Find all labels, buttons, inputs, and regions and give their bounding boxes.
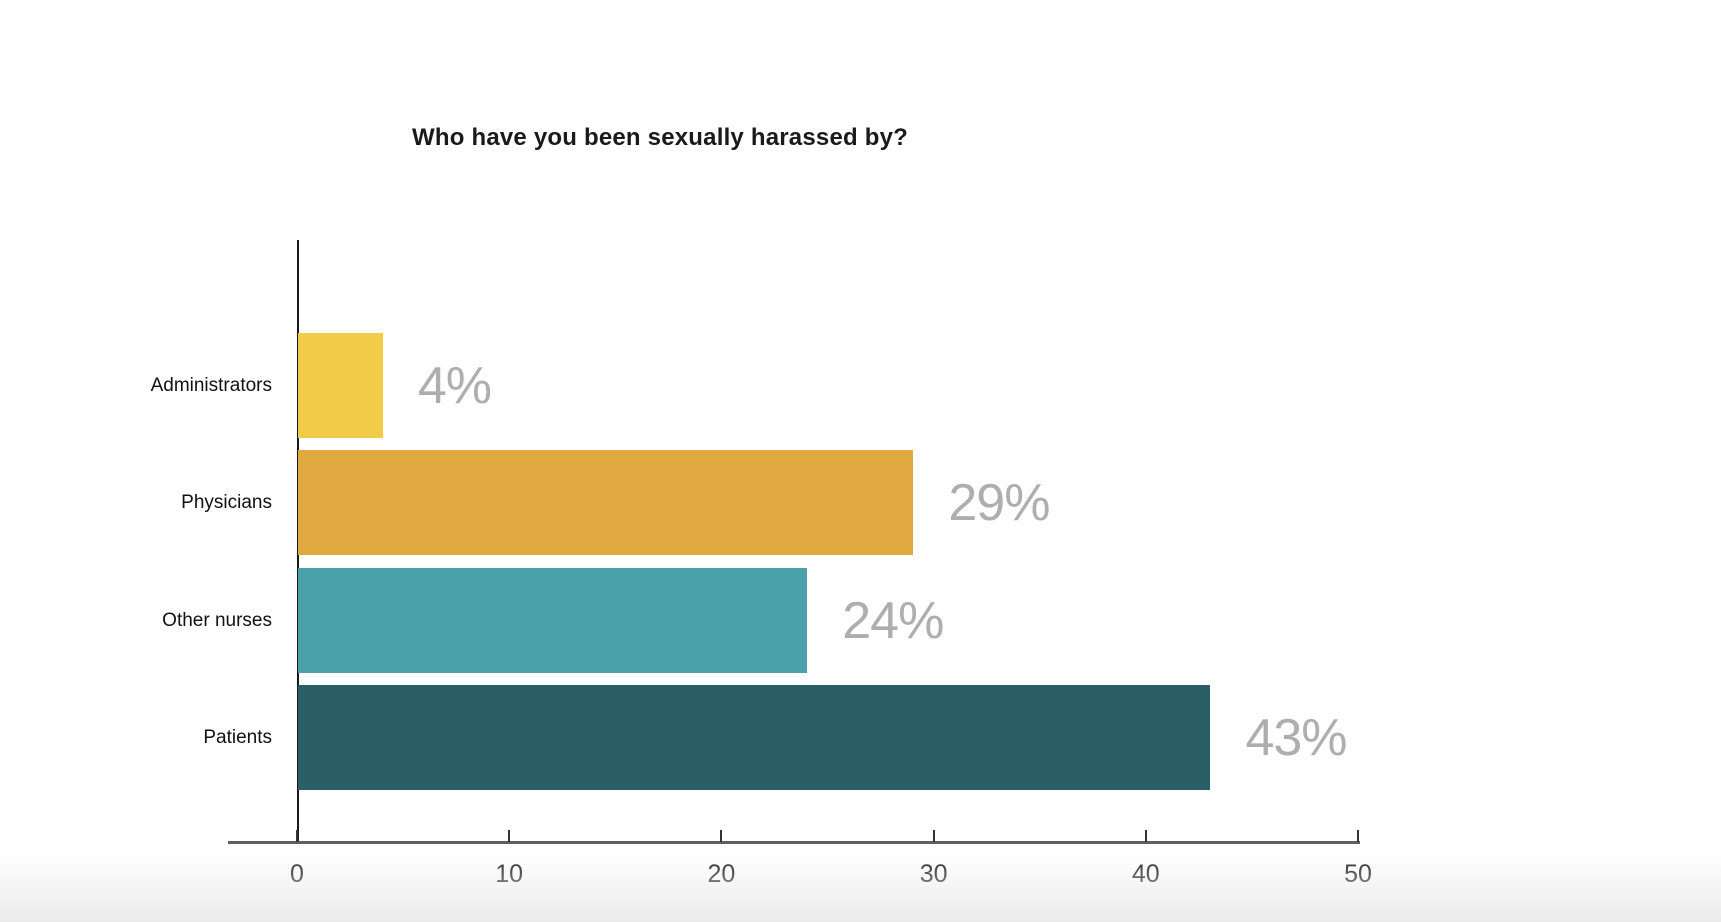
x-tick-label: 0	[290, 860, 304, 888]
bar-patients	[298, 685, 1211, 790]
bar-category-label: Physicians	[181, 491, 272, 513]
x-tick-label: 40	[1131, 860, 1160, 888]
x-axis-line	[228, 841, 1360, 844]
chart-title: Who have you been sexually harassed by?	[412, 124, 908, 151]
bar-category-label: Other nurses	[162, 609, 272, 631]
bar-administrators	[298, 333, 383, 438]
x-tick	[1144, 830, 1147, 842]
bar-value-label: 43%	[1245, 708, 1347, 767]
x-tick	[720, 830, 723, 842]
bar-physicians	[298, 450, 914, 555]
x-tick-label: 50	[1344, 860, 1372, 888]
x-tick-label: 30	[919, 860, 948, 888]
bar-value-label: 29%	[948, 473, 1050, 532]
x-tick	[1357, 830, 1359, 842]
x-tick	[508, 830, 511, 842]
bar-category-label: Administrators	[150, 374, 272, 396]
bar-value-label: 4%	[417, 356, 492, 415]
bar-value-label: 24%	[842, 591, 944, 650]
x-tick-label: 20	[707, 860, 736, 888]
bar-category-label: Patients	[203, 726, 272, 748]
x-tick-label: 10	[495, 860, 524, 888]
bar-other-nurses	[298, 568, 808, 673]
x-tick	[932, 830, 935, 842]
x-tick	[296, 830, 298, 842]
